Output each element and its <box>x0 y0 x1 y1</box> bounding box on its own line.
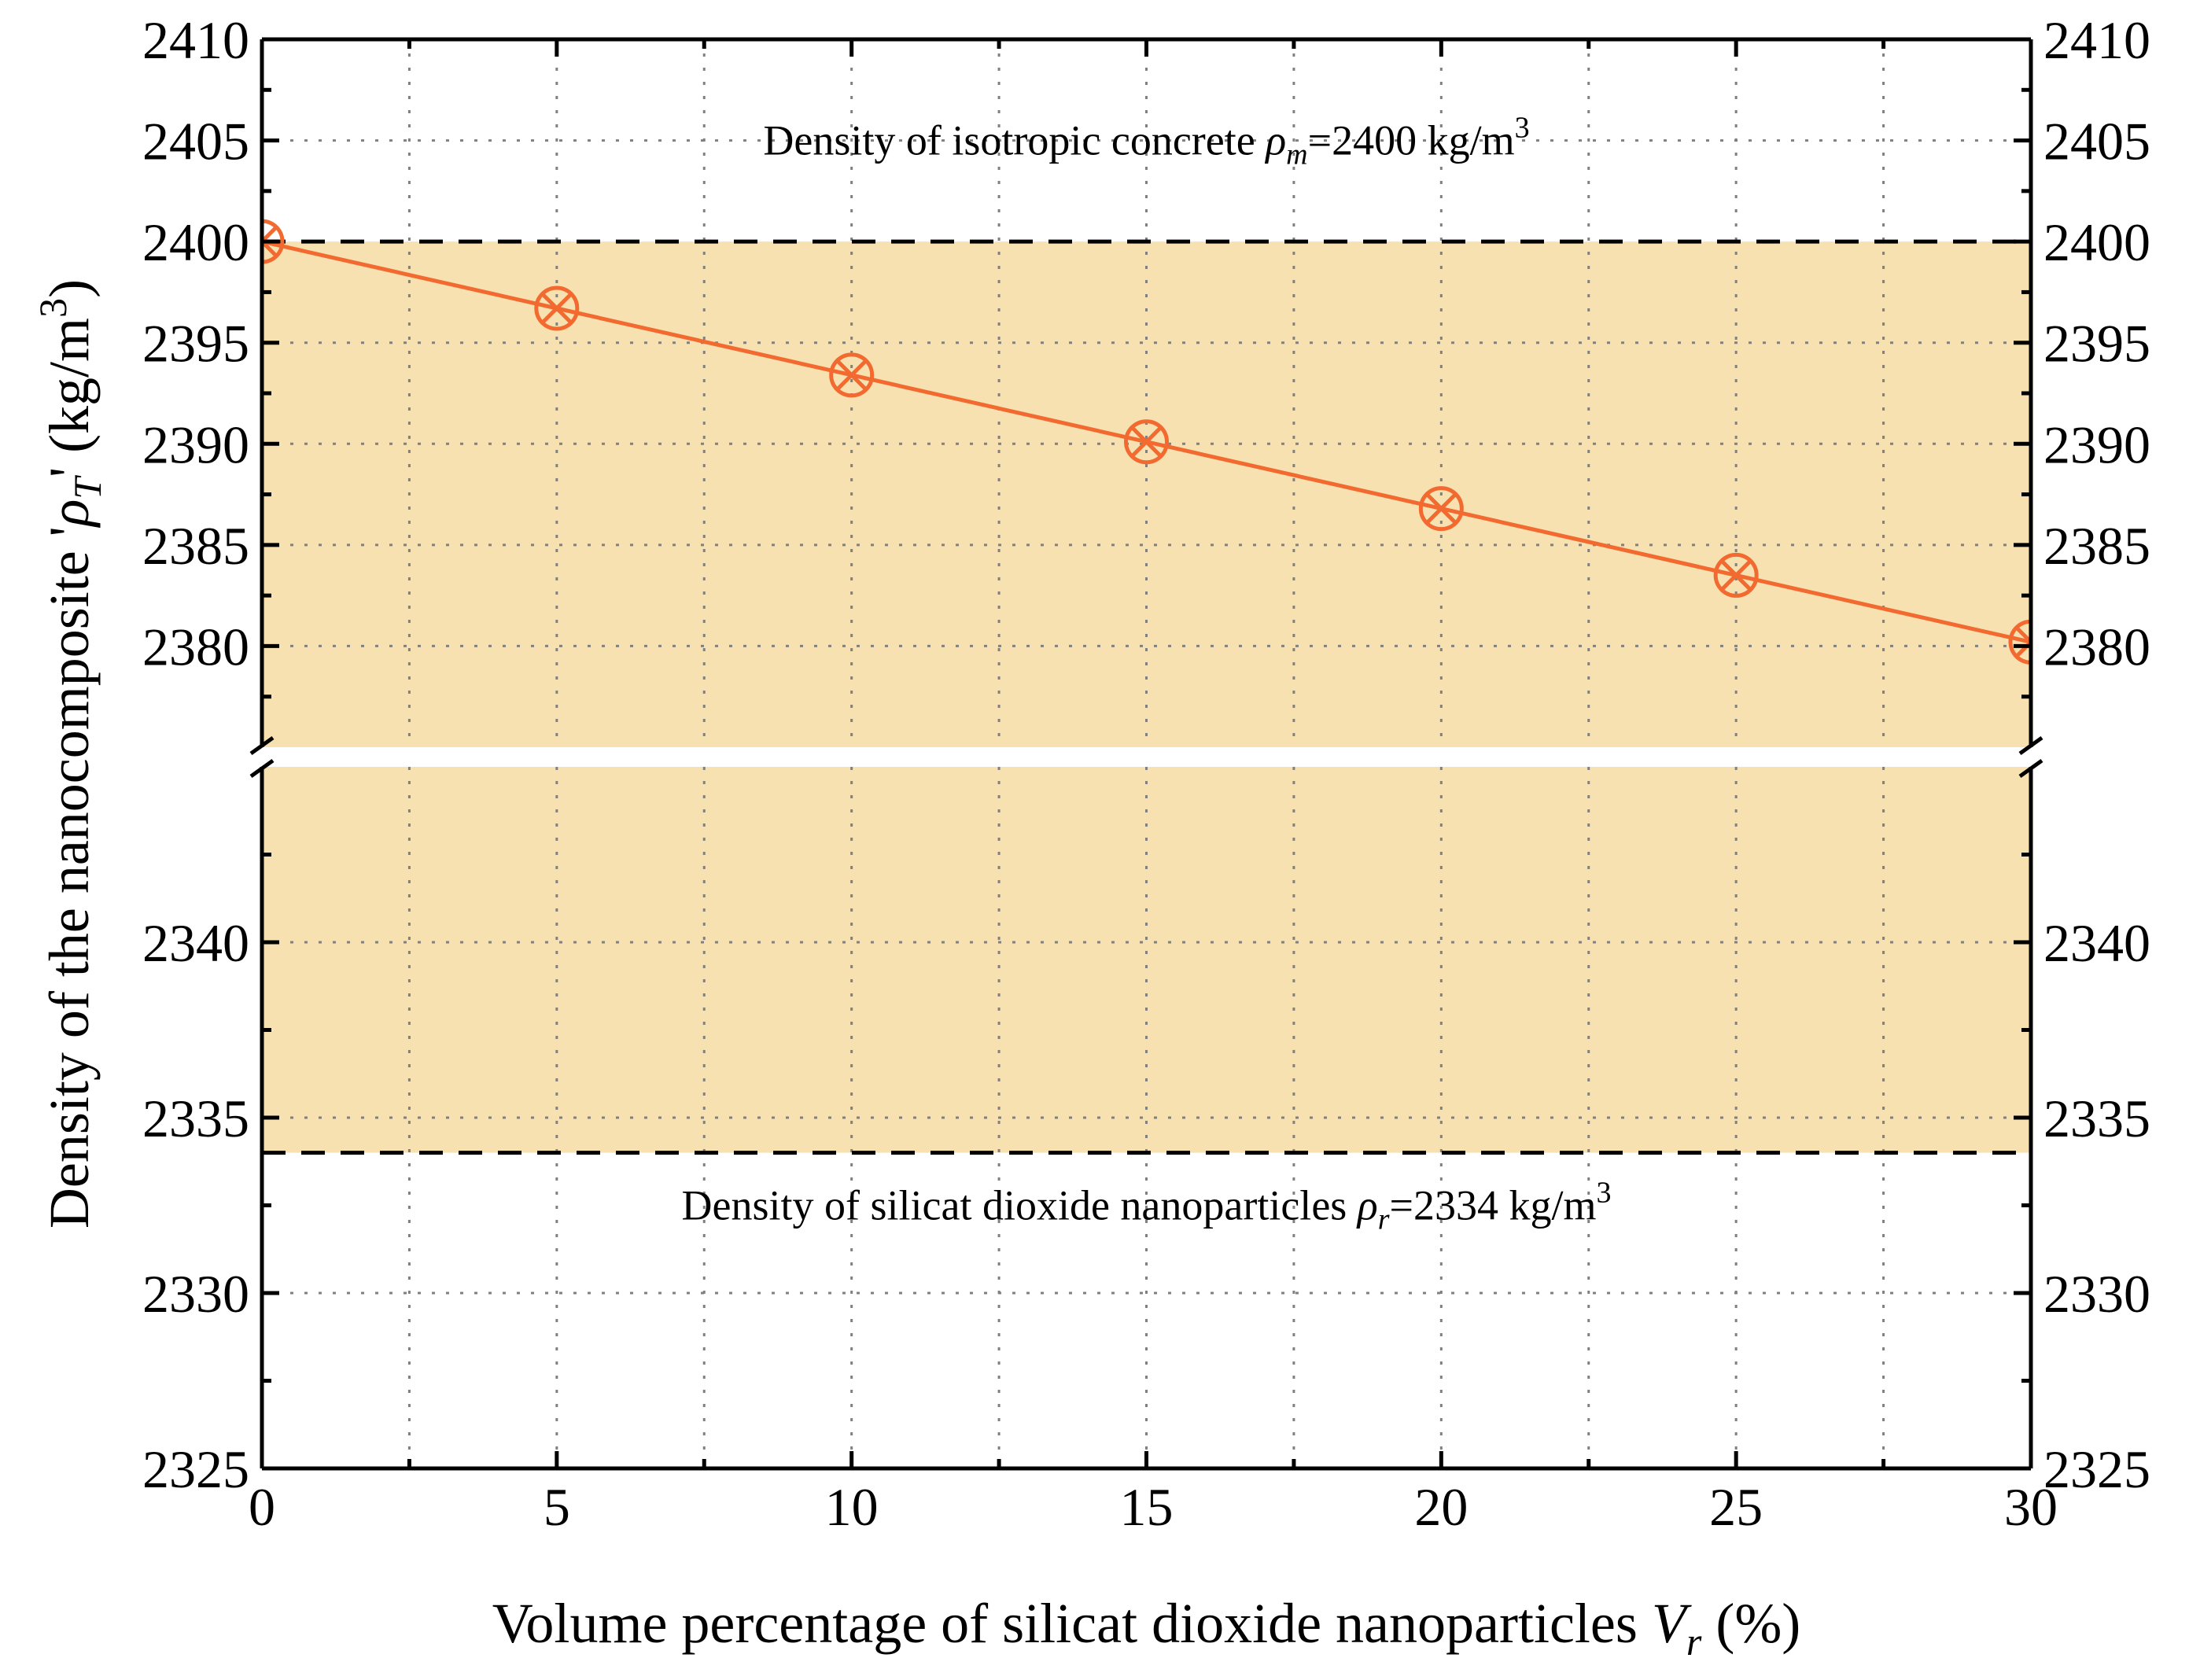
axis-break-mark <box>2018 758 2043 779</box>
data-point-cross <box>540 291 574 326</box>
data-point-circle <box>1713 552 1759 598</box>
data-point-cross <box>2014 639 2031 660</box>
y-tick-label-left: 2340 <box>142 913 249 973</box>
data-point-circle <box>1124 419 1169 465</box>
data-point-cross <box>1719 558 1753 593</box>
y-tick-label-left: 2405 <box>142 112 249 171</box>
y-tick-label-right: 2325 <box>2043 1439 2150 1499</box>
data-point-cross <box>1129 424 1164 459</box>
y-tick-label-left: 2325 <box>142 1439 249 1499</box>
y-tick-label-right: 2395 <box>2043 314 2150 374</box>
y-tick-label-right: 2385 <box>2043 516 2150 576</box>
y-tick-label-left: 2390 <box>142 414 249 474</box>
x-tick-label: 5 <box>544 1477 570 1537</box>
y-tick-label-right: 2380 <box>2043 617 2150 676</box>
y-tick-label-right: 2400 <box>2043 212 2150 272</box>
axis-break-mark <box>249 735 275 756</box>
data-point-circle <box>534 286 580 331</box>
data-point-circle <box>829 352 875 398</box>
x-tick-label: 15 <box>1120 1477 1174 1537</box>
y-tick-label-left: 2410 <box>142 10 249 70</box>
data-point <box>829 352 875 398</box>
y-tick-label-left: 2385 <box>142 516 249 576</box>
axis-ticks <box>260 37 2033 1471</box>
annotations: Density of isotropic concrete ρm=2400 kg… <box>682 112 1612 1236</box>
data-point <box>1124 419 1169 465</box>
data-point <box>534 286 580 331</box>
y-tick-label-left: 2395 <box>142 314 249 374</box>
axis-break-mark <box>2018 735 2043 756</box>
data-point <box>2008 619 2031 665</box>
x-tick-label: 20 <box>1414 1477 1468 1537</box>
tick-labels: 0 5 10 15 20 25 30 2380 2380 2385 2385 2390 2390 2395… <box>142 10 2150 1537</box>
data-point-cross <box>1424 491 1459 526</box>
shaded-band-lower <box>262 767 2031 1153</box>
y-tick-label-left: 2380 <box>142 617 249 676</box>
y-tick-label-left: 2400 <box>142 212 249 272</box>
y-tick-label-right: 2410 <box>2043 10 2150 70</box>
series-layer <box>262 219 2031 665</box>
axis-titles: Volume percentage of silicat dioxide nan… <box>31 279 1800 1663</box>
y-tick-label-left: 2335 <box>142 1089 249 1148</box>
y-axis-title: Density of the nanocomposite 'ρT' (kg/m3… <box>31 279 109 1229</box>
data-point-circle <box>1418 486 1464 532</box>
x-tick-label: 0 <box>249 1477 275 1537</box>
data-point-cross <box>2014 624 2031 645</box>
annotation-rho_r: Density of silicat dioxide nanoparticles… <box>682 1176 1612 1236</box>
x-tick-label: 10 <box>825 1477 879 1537</box>
data-point-circle <box>2008 619 2031 665</box>
x-tick-label: 30 <box>2004 1477 2058 1537</box>
x-tick-label: 25 <box>1709 1477 1763 1537</box>
shaded-range-band <box>262 241 2031 1153</box>
data-point <box>262 219 285 264</box>
y-tick-label-right: 2390 <box>2043 414 2150 474</box>
y-tick-label-right: 2340 <box>2043 913 2150 973</box>
data-point-cross <box>262 224 279 245</box>
axis-break-mark <box>249 758 275 779</box>
grid-lines <box>262 39 2031 1468</box>
y-tick-label-right: 2330 <box>2043 1264 2150 1324</box>
y-tick-label-right: 2405 <box>2043 112 2150 171</box>
data-point-circle <box>262 219 285 264</box>
data-point <box>1418 486 1464 532</box>
annotation-rho_m: Density of isotropic concrete ρm=2400 kg… <box>763 112 1529 171</box>
y-tick-label-right: 2335 <box>2043 1089 2150 1148</box>
data-point <box>1713 552 1759 598</box>
x-axis-title: Volume percentage of silicat dioxide nan… <box>492 1592 1801 1663</box>
data-point-cross <box>262 238 279 259</box>
data-point-cross <box>834 358 869 392</box>
y-tick-label-left: 2330 <box>142 1264 249 1324</box>
reference-lines <box>262 239 2031 1155</box>
